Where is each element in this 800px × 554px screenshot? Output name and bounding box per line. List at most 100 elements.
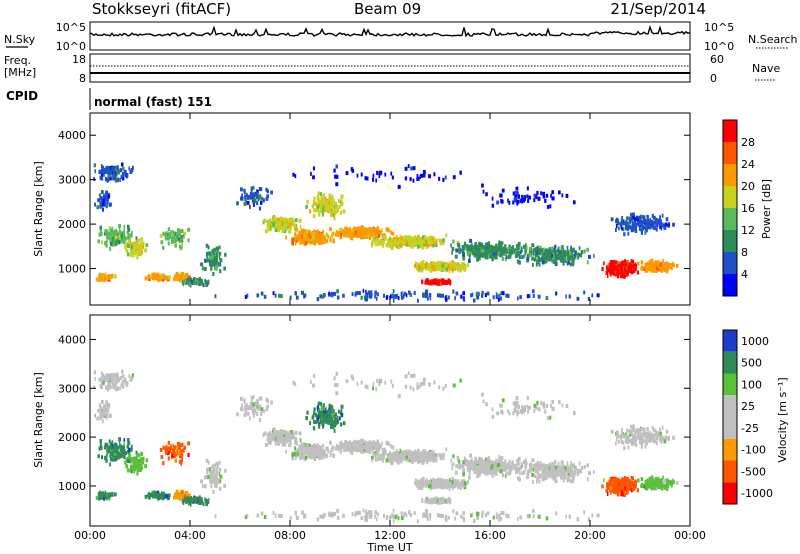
power-cell bbox=[536, 190, 539, 195]
power-cell bbox=[272, 291, 275, 296]
power-cell bbox=[395, 243, 399, 248]
velocity-cell bbox=[270, 400, 273, 405]
power-cell bbox=[463, 297, 466, 302]
power-cell bbox=[379, 230, 382, 235]
power-cell bbox=[364, 233, 368, 238]
velocity-cell bbox=[202, 502, 205, 507]
power-cell bbox=[547, 257, 550, 262]
power-cell bbox=[112, 165, 115, 170]
velocity-cell bbox=[100, 385, 104, 390]
velocity-cell bbox=[327, 449, 330, 454]
velocity-cell bbox=[300, 445, 303, 450]
power-cell bbox=[564, 258, 567, 263]
power-cell bbox=[625, 265, 628, 270]
power-cell bbox=[98, 277, 102, 282]
power-cell bbox=[657, 260, 660, 264]
power-cell bbox=[375, 178, 378, 183]
power-cell bbox=[276, 217, 280, 222]
power-cell bbox=[648, 225, 652, 230]
power-cell bbox=[635, 222, 638, 227]
velocity-cell bbox=[290, 432, 293, 437]
power-cell bbox=[403, 237, 406, 242]
power-cell bbox=[459, 170, 462, 175]
power-cell bbox=[177, 237, 181, 242]
power-cell bbox=[567, 260, 571, 265]
velocity-cell bbox=[115, 449, 118, 454]
power-cell bbox=[429, 236, 431, 241]
power-cell bbox=[107, 275, 111, 280]
power-cell bbox=[110, 232, 113, 237]
power-cell bbox=[542, 247, 545, 252]
velocity-cell bbox=[128, 374, 130, 378]
power-cell bbox=[591, 293, 594, 298]
power-cell bbox=[536, 245, 540, 250]
velocity-cell bbox=[206, 467, 209, 472]
power-cell bbox=[429, 240, 433, 245]
power-cell bbox=[367, 233, 370, 238]
power-cell bbox=[142, 241, 145, 246]
power-cell bbox=[626, 216, 629, 221]
power-cell bbox=[267, 227, 270, 232]
velocity-cell bbox=[284, 430, 287, 435]
velocity-cell bbox=[98, 495, 102, 500]
velocity-cell bbox=[115, 442, 117, 447]
power-cell bbox=[641, 265, 644, 270]
velocity-cell bbox=[183, 497, 187, 502]
power-cell bbox=[193, 279, 196, 284]
power-cell bbox=[447, 264, 450, 269]
power-cell bbox=[508, 249, 512, 254]
power-cell bbox=[480, 242, 483, 247]
power-cell bbox=[646, 262, 650, 267]
power-cell bbox=[417, 237, 419, 242]
velocity-cell bbox=[315, 452, 319, 457]
power-cell bbox=[390, 241, 392, 246]
velocity-cell bbox=[130, 375, 134, 380]
power-cell bbox=[106, 197, 109, 201]
power-cell bbox=[140, 250, 143, 255]
power-cell bbox=[432, 265, 436, 270]
nsearch-label: N.Search bbox=[748, 33, 798, 46]
power-cell bbox=[383, 293, 386, 298]
power-cell bbox=[381, 241, 383, 246]
power-cell bbox=[214, 263, 218, 268]
velocity-cell bbox=[129, 464, 132, 469]
power-cell bbox=[637, 261, 640, 266]
power-cell bbox=[362, 288, 365, 293]
velocity-cell bbox=[132, 373, 134, 378]
power-cell bbox=[622, 221, 626, 226]
power-cell bbox=[100, 176, 104, 181]
power-cell bbox=[548, 247, 551, 251]
velocity-cell bbox=[291, 432, 295, 437]
velocity-cell bbox=[97, 454, 100, 459]
power-cell bbox=[551, 253, 554, 258]
power-cell bbox=[93, 177, 96, 181]
power-colorbar-label: Power [dB] bbox=[760, 179, 773, 239]
velocity-cell bbox=[114, 455, 117, 460]
power-cell bbox=[364, 230, 367, 235]
power-cell bbox=[617, 268, 620, 273]
velocity-cell bbox=[164, 450, 167, 455]
power-cell bbox=[312, 203, 314, 208]
power-cell bbox=[331, 291, 334, 296]
velocity-cell bbox=[123, 455, 126, 460]
power-cell bbox=[609, 272, 612, 277]
velocity-cell bbox=[307, 446, 310, 451]
power-cell bbox=[482, 189, 485, 194]
power-cell bbox=[262, 198, 265, 203]
power-cell bbox=[384, 172, 387, 177]
power-cell bbox=[506, 249, 508, 254]
power-cell bbox=[629, 262, 632, 267]
velocity-cell bbox=[102, 493, 105, 497]
power-cell bbox=[315, 235, 317, 240]
power-cell bbox=[313, 208, 315, 213]
power-cell bbox=[177, 231, 181, 236]
power-cell bbox=[628, 266, 630, 271]
power-cell bbox=[109, 239, 112, 244]
power-cell bbox=[185, 273, 188, 277]
power-cell bbox=[303, 294, 306, 299]
power-cell bbox=[566, 253, 570, 258]
power-cell bbox=[576, 296, 580, 301]
power-cell bbox=[492, 295, 495, 300]
velocity-cell bbox=[266, 404, 269, 409]
